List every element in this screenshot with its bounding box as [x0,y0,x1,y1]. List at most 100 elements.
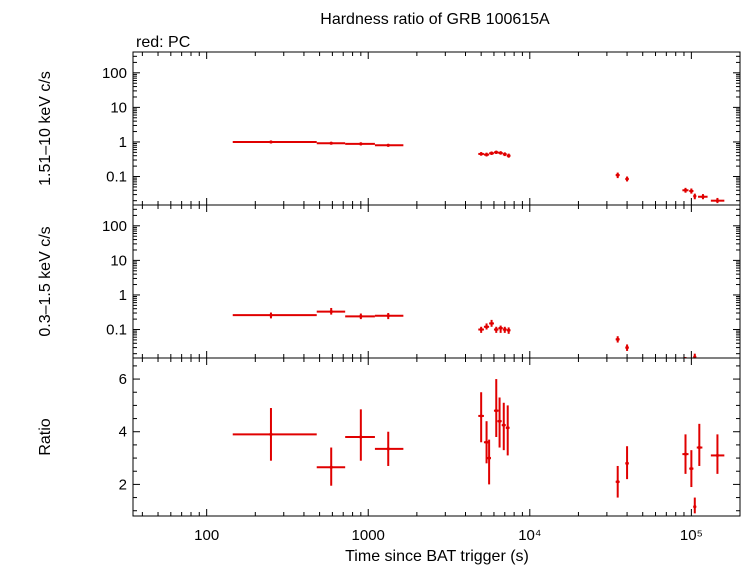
data-point [345,142,375,146]
data-marker [494,150,498,154]
data-marker [625,177,629,181]
data-point [502,152,507,157]
data-point [696,423,703,466]
y-axis-label: 1.51–10 keV c/s [37,71,54,186]
data-point [625,446,629,480]
chart-subtitle: red: PC [136,34,190,51]
x-tick-label: 10⁴ [518,527,541,544]
x-tick-label: 10⁵ [680,527,703,544]
data-marker [507,328,511,332]
y-tick-label: 10 [110,99,127,116]
data-point [682,187,689,193]
data-point [625,344,629,351]
data-marker [689,467,693,471]
plot-frame [132,204,741,359]
data-point [489,151,494,155]
data-marker [269,432,273,436]
y-axis-label: 0.3–1.5 keV c/s [37,226,54,336]
data-point [483,152,490,157]
data-marker [693,505,697,509]
data-point [493,326,499,333]
data-marker [502,423,506,427]
data-point [498,151,503,155]
data-marker [329,465,333,469]
data-marker [269,140,273,144]
data-marker [479,152,483,156]
data-point [498,325,503,333]
data-marker [269,313,273,317]
data-marker [625,461,629,465]
data-marker [683,452,688,456]
data-marker [701,195,705,199]
data-marker [503,327,507,332]
data-marker [683,188,688,192]
data-point [693,497,697,514]
data-marker [479,414,483,418]
data-point [689,450,694,488]
data-marker [386,314,390,318]
data-marker [329,309,333,314]
data-marker [487,456,491,460]
data-point [710,434,725,474]
data-marker [484,440,489,444]
y-tick-label: 0.1 [106,169,127,186]
data-marker [499,326,503,330]
data-point [625,176,629,182]
data-marker [359,314,363,318]
data-marker [616,173,620,177]
data-point [689,188,694,194]
data-point [232,140,317,144]
data-point [374,143,404,147]
data-point [232,312,317,319]
data-point [487,439,491,485]
plot-frame [132,51,741,206]
data-point [374,431,404,466]
data-point [505,405,510,456]
data-marker [359,142,363,146]
data-point [502,326,507,333]
data-point [693,353,697,359]
data-marker [697,445,701,450]
data-marker [386,447,390,451]
data-point [374,313,404,320]
data-point [698,194,708,200]
data-marker [494,327,498,332]
y-tick-label: 10 [110,252,127,269]
panel-hard: 0.1 1 10 100 [102,51,741,206]
data-point [501,402,506,451]
data-point [232,408,317,461]
data-marker [503,152,507,156]
data-marker [506,426,510,430]
data-point [478,152,484,156]
data-marker [489,151,494,155]
data-point [682,434,689,474]
data-marker [494,409,498,413]
data-point [316,307,346,315]
data-marker [507,154,511,158]
y-tick-label: 0.1 [106,322,127,339]
data-point [483,323,490,330]
data-marker [484,153,489,157]
data-point [493,150,499,154]
y-tick-label: 2 [119,476,127,493]
data-marker [715,199,720,203]
ylabel-soft-panel: 0.3–1.5 keV c/s [37,226,54,336]
data-point [615,465,620,498]
data-point [710,197,725,204]
data-marker [616,337,620,341]
data-point [493,379,499,437]
data-marker [497,419,502,423]
data-point [693,193,697,200]
y-tick-label: 6 [119,371,127,388]
data-marker [715,453,720,458]
data-point [478,326,484,333]
data-marker [489,321,494,326]
x-tick-label: 1000 [352,527,385,544]
data-point [478,392,484,443]
data-point [489,319,494,327]
data-point [506,327,511,334]
data-point [316,141,346,145]
y-tick-label: 4 [119,424,127,441]
panel-soft: 0.1 1 10 100 [102,204,741,359]
